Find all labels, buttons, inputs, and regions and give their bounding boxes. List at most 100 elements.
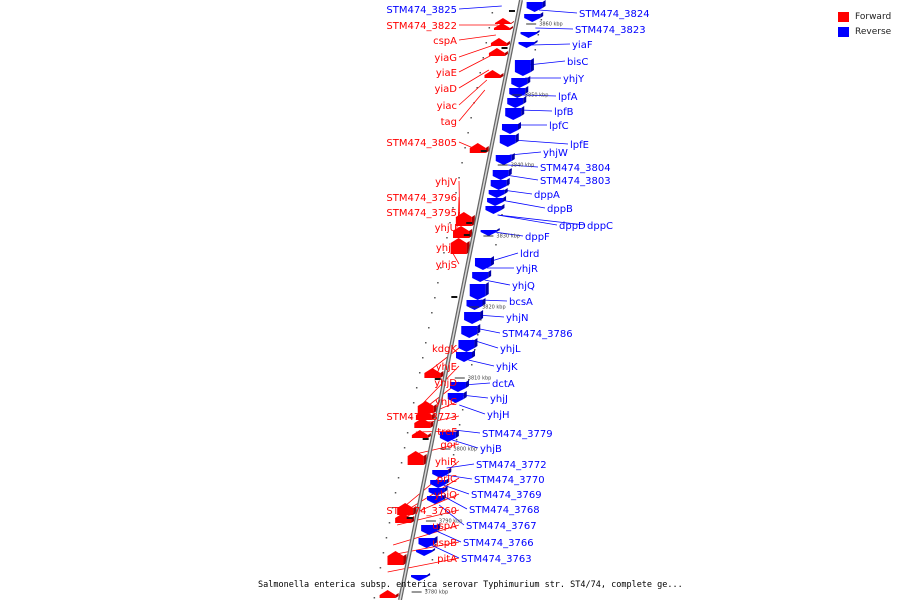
reverse-gene-block bbox=[411, 573, 431, 581]
reverse-swatch bbox=[838, 26, 849, 37]
leader-line bbox=[494, 231, 524, 237]
sequence-dot bbox=[388, 522, 391, 524]
leader-line bbox=[507, 164, 539, 168]
forward-gene-label: yhiQ bbox=[434, 490, 457, 501]
reverse-gene-label: yhjW bbox=[543, 148, 568, 159]
reverse-gene-label: dppF bbox=[525, 232, 550, 243]
forward-gene-block bbox=[414, 418, 434, 428]
reverse-gene-label: yhjY bbox=[563, 74, 585, 85]
tick-label: 3780 kbp bbox=[425, 590, 449, 596]
sequence-dot bbox=[458, 424, 461, 426]
leader-line bbox=[390, 541, 460, 556]
forward-gene-block bbox=[379, 590, 399, 598]
forward-gene-block bbox=[397, 503, 417, 515]
forward-gene-label: yhjV bbox=[435, 177, 457, 188]
reverse-gene-block bbox=[520, 30, 540, 38]
forward-gene-label: STM474_3825 bbox=[386, 5, 457, 16]
leader-line bbox=[392, 524, 460, 546]
reverse-gene-block bbox=[487, 196, 507, 206]
sequence-dot bbox=[376, 582, 379, 584]
reverse-gene-label: STM474_3768 bbox=[469, 505, 540, 516]
leader-line bbox=[411, 443, 460, 456]
sequence-dot bbox=[537, 34, 540, 36]
reverse-gene-label: STM474_3769 bbox=[471, 490, 542, 501]
sequence-dot bbox=[476, 87, 478, 89]
sequence-dot bbox=[391, 507, 394, 509]
reverse-gene-block bbox=[416, 548, 436, 556]
leader-line bbox=[387, 557, 460, 573]
leader-line bbox=[458, 5, 502, 10]
reverse-gene-label: STM474_3779 bbox=[482, 429, 553, 440]
reverse-gene-block bbox=[456, 350, 476, 362]
forward-gene-block bbox=[490, 38, 510, 46]
forward-gene-label: STM474_3796 bbox=[386, 193, 457, 204]
tick-label: 3850 kbp bbox=[525, 93, 549, 99]
leader-line bbox=[438, 504, 465, 526]
leader-line bbox=[458, 54, 493, 73]
sequence-dot bbox=[488, 27, 491, 29]
reverse-gene-label: lpfC bbox=[549, 121, 569, 132]
leader-line bbox=[531, 43, 571, 46]
sequence-dot bbox=[403, 447, 406, 449]
forward-gene-block bbox=[424, 368, 444, 378]
forward-gene-label: STM474_3805 bbox=[386, 138, 457, 149]
leader-line bbox=[458, 34, 496, 41]
leader-line bbox=[512, 139, 569, 145]
reverse-gene-block bbox=[447, 391, 467, 403]
reverse-gene-label: lpfA bbox=[558, 92, 578, 103]
leader-line bbox=[446, 463, 475, 469]
reverse-gene-block bbox=[501, 122, 521, 134]
sequence-dot bbox=[479, 72, 481, 74]
leader-line bbox=[445, 474, 473, 480]
sequence-dot bbox=[440, 514, 443, 516]
sequence-dot bbox=[452, 207, 454, 209]
reverse-gene-label: lpfE bbox=[570, 140, 589, 151]
forward-gene-label: yhjU bbox=[435, 223, 457, 234]
forward-gene-label: gor bbox=[440, 440, 457, 451]
sequence-dot bbox=[474, 349, 476, 351]
forward-gene-label: yhjE bbox=[436, 362, 457, 373]
reverse-gene-block bbox=[430, 478, 450, 488]
reverse-gene-block bbox=[495, 153, 515, 165]
leader-line bbox=[527, 60, 566, 66]
leader-line bbox=[538, 9, 578, 14]
leader-line bbox=[459, 404, 486, 415]
leader-line bbox=[421, 365, 460, 406]
sequence-dot bbox=[461, 409, 464, 411]
reverse-gene-label: yhjB bbox=[480, 444, 502, 455]
leader-line bbox=[505, 174, 539, 181]
tick-label: 3790 kbp bbox=[439, 519, 463, 525]
sequence-dot bbox=[458, 177, 460, 179]
reverse-gene-block bbox=[524, 12, 544, 22]
forward-gene-label: STM474_3795 bbox=[386, 208, 457, 219]
forward-swatch bbox=[838, 11, 849, 22]
reverse-gene-label: yhjL bbox=[500, 344, 521, 355]
reverse-gene-label: STM474_3770 bbox=[474, 475, 545, 486]
leader-line bbox=[497, 214, 558, 226]
gene-marker bbox=[508, 10, 515, 12]
reverse-gene-label: STM474_3803 bbox=[540, 176, 611, 187]
tick-label: 3810 kbp bbox=[468, 376, 492, 382]
reverse-gene-label: STM474_3823 bbox=[575, 25, 646, 36]
forward-gene-label: uspB bbox=[432, 538, 457, 549]
sequence-dot bbox=[409, 417, 412, 419]
sequence-dot bbox=[425, 589, 428, 591]
forward-gene-block bbox=[484, 70, 504, 78]
forward-gene-label: yiaE bbox=[436, 68, 457, 79]
reverse-gene-label: STM474_3786 bbox=[502, 329, 573, 340]
leader-line bbox=[458, 79, 488, 106]
leader-line bbox=[518, 109, 553, 112]
forward-gene-label: tag bbox=[441, 117, 457, 128]
sequence-dot bbox=[437, 282, 439, 284]
reverse-gene-label: bisC bbox=[567, 57, 588, 68]
reverse-gene-label: dppD bbox=[559, 221, 586, 232]
reverse-gene-block bbox=[488, 188, 508, 198]
reverse-gene-block bbox=[474, 256, 494, 270]
sequence-dot bbox=[440, 267, 442, 269]
forward-gene-label: treF bbox=[437, 427, 457, 438]
reverse-gene-label: bcsA bbox=[509, 297, 533, 308]
sequence-dot bbox=[449, 222, 451, 224]
reverse-gene-label: yhjN bbox=[506, 313, 529, 324]
leader-line bbox=[458, 44, 495, 58]
forward-gene-block bbox=[395, 513, 415, 523]
